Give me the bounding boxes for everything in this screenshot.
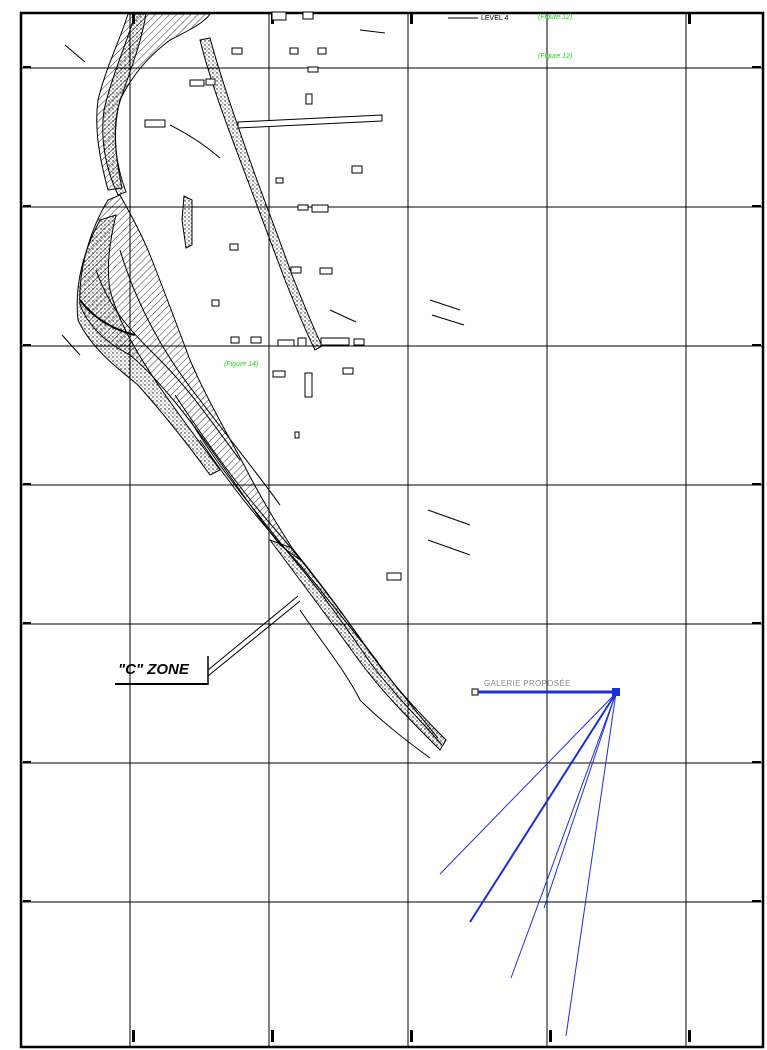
drawing-border (19, 11, 765, 1049)
lower-outline (299, 609, 431, 759)
zone-callout: "C" ZONE (115, 595, 301, 685)
figure-reference-2: (Figure 12) (538, 53, 572, 60)
level-label: LEVEL 4 (481, 15, 508, 22)
figure-reference-3: (Figure 14) (224, 361, 258, 368)
mid-hatched-body (79, 194, 301, 561)
upper-dotted-band (102, 13, 147, 196)
drill-hole-4 (510, 692, 617, 979)
c-zone-orebody (76, 13, 447, 759)
drill-hole-fan (439, 692, 617, 1037)
coordinate-grid (21, 13, 763, 1047)
mid-dotted-body (76, 214, 221, 476)
drill-hole-5 (565, 692, 617, 1037)
workings (144, 11, 402, 581)
figure-reference-1: (Figure 12) (538, 14, 572, 21)
secondary-vein (169, 37, 323, 351)
drill-hole-3 (543, 692, 617, 909)
proposed-gallery: GALERIE PROPOSÉE (471, 679, 620, 696)
zone-label: "C" ZONE (118, 661, 190, 678)
grid-ticks (23, 14, 761, 1042)
drill-hole-2 (469, 692, 617, 923)
drill-hole-1 (439, 692, 617, 875)
level-legend: LEVEL 4 (448, 15, 508, 22)
gallery-label: GALERIE PROPOSÉE (484, 679, 571, 688)
lineaments (61, 29, 471, 556)
